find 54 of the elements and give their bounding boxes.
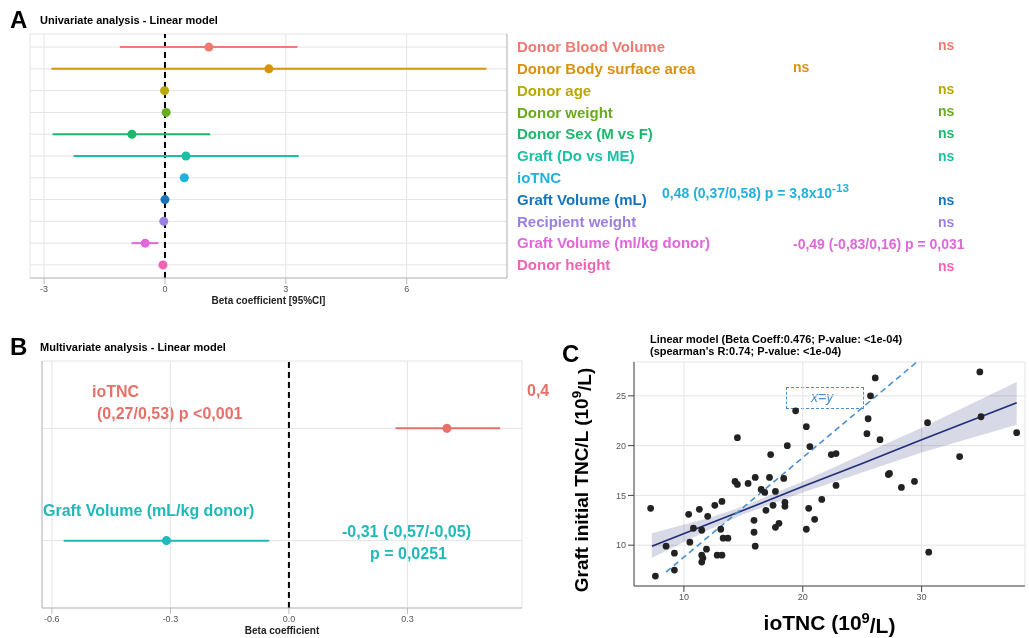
y-tick-label: 15 bbox=[615, 490, 626, 501]
text: ns bbox=[938, 37, 955, 53]
y-tick-label: ioTNC bbox=[517, 169, 562, 187]
x-tick-label: 0.3 bbox=[401, 614, 414, 625]
chart-title: Univariate analysis - Linear model bbox=[40, 14, 218, 26]
x-axis-title: ioTNC (10$^{9}$/L) bbox=[763, 609, 896, 638]
chart-title: Linear model (Beta Coeff:0.476; P-value: <1e-04) bbox=[650, 333, 903, 345]
text: ns bbox=[793, 59, 810, 76]
x-tick-label: 10 bbox=[678, 592, 689, 603]
text: 0,4 bbox=[527, 382, 550, 400]
y-tick-label: Graft Volume (mL) bbox=[517, 190, 647, 208]
x-tick-label: 20 bbox=[797, 592, 808, 603]
text: ns bbox=[938, 258, 955, 274]
x-tick-label: -0.6 bbox=[44, 614, 60, 625]
text: B bbox=[10, 333, 28, 361]
x-tick-label: 30 bbox=[916, 592, 927, 603]
y-tick-label: Graft Volume (ml/kg donor) bbox=[517, 234, 711, 252]
text: -0,49 (-0,83/0,16) p = 0,031 bbox=[793, 235, 965, 252]
y-tick-label: ioTNC bbox=[92, 382, 140, 400]
text: ns bbox=[938, 191, 955, 208]
x-tick-label: 3 bbox=[283, 284, 289, 295]
y-tick-label: Donor Blood Volume bbox=[517, 38, 666, 56]
text: A bbox=[10, 6, 28, 34]
x-tick-label: -0.3 bbox=[162, 614, 179, 625]
text: ns bbox=[938, 147, 955, 164]
y-tick-label: Donor Sex (M vs F) bbox=[517, 125, 653, 143]
y-tick-label: Donor Body surface area bbox=[517, 60, 697, 78]
x-tick-label: 0 bbox=[162, 284, 168, 295]
x-tick-label: 0.0 bbox=[282, 614, 296, 625]
x-axis-title: Beta coefficient [95%CI] bbox=[211, 295, 326, 306]
y-tick-label: 25 bbox=[615, 391, 626, 402]
x-tick-label: 6 bbox=[404, 284, 410, 295]
x-axis-title: Beta coefficient bbox=[244, 625, 320, 636]
x-tick-label: -3 bbox=[40, 284, 49, 295]
annotation: p = 0,0251 bbox=[370, 545, 447, 563]
annotation: -0,31 (-0,57/-0,05) bbox=[342, 523, 471, 541]
annotation: (0,27/0,53) p <0,001 bbox=[97, 405, 243, 423]
y-tick-label: Donor age bbox=[517, 81, 592, 99]
y-tick-label: Recipient weight bbox=[517, 212, 637, 230]
text: ns bbox=[938, 103, 955, 120]
y-tick-label: Graft Volume (mL/kg donor) bbox=[43, 502, 255, 520]
text: ns bbox=[938, 81, 955, 98]
text: 0,48 (0,37/0,58) p = 3,8x10$^{-13}$ bbox=[662, 180, 849, 201]
y-tick-label: Donor weight bbox=[517, 103, 613, 121]
y-tick-label: Graft (Do vs ME) bbox=[517, 147, 635, 165]
text: ns bbox=[938, 125, 955, 142]
chart-subtitle: (spearman's R:0.74; P-value: <1e-04) bbox=[650, 345, 842, 357]
text: C bbox=[562, 340, 580, 368]
y-tick-label: Donor height bbox=[517, 256, 611, 274]
y-tick-label: 20 bbox=[615, 440, 626, 451]
annotation: x=y bbox=[811, 389, 834, 405]
text: ns bbox=[938, 213, 955, 230]
y-tick-label: 10 bbox=[615, 540, 626, 551]
chart-title: Multivariate analysis - Linear model bbox=[40, 341, 226, 353]
